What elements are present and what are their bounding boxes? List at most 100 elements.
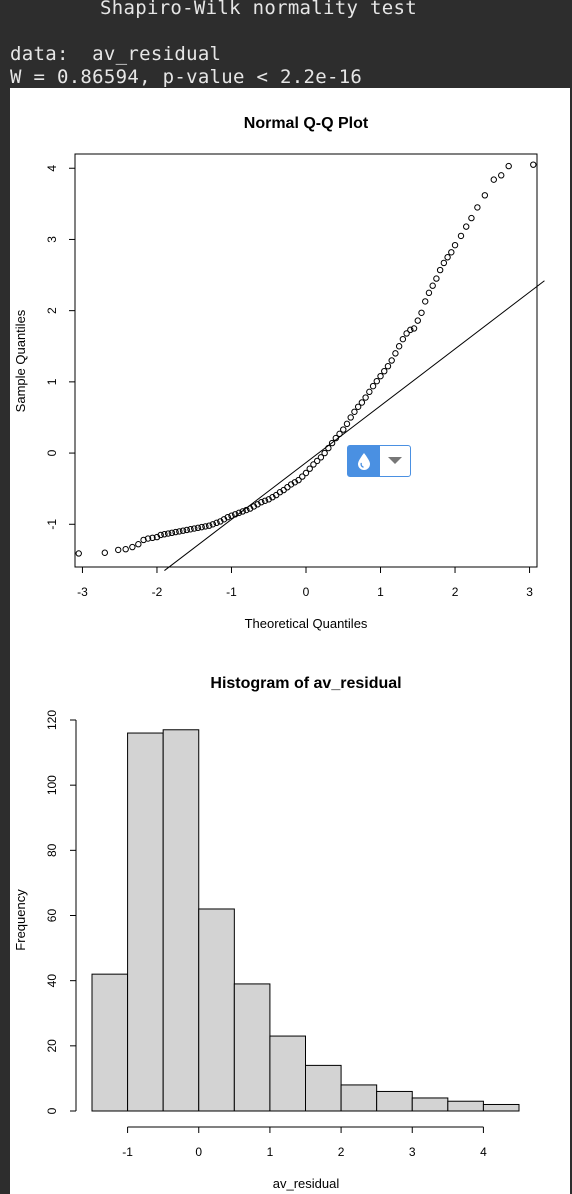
qq-point (444, 254, 451, 261)
qq-y-tick-label: 4 (45, 165, 59, 172)
qq-point (129, 543, 136, 551)
qq-point (115, 546, 122, 554)
hist-bar (376, 1090, 413, 1112)
qq-point (239, 508, 246, 515)
qq-point (75, 550, 82, 557)
qq-point (198, 523, 205, 531)
qq-point (321, 449, 328, 457)
qq-point (235, 509, 243, 517)
qq-point (457, 232, 465, 240)
qq-x-tick-label: -1 (226, 585, 237, 599)
qq-point (228, 512, 235, 519)
qq-point (351, 408, 358, 415)
hist-bar (162, 729, 200, 1112)
qq-x-tick-label: -3 (77, 585, 88, 599)
qq-point (187, 526, 194, 533)
hist-x-tick-label: 4 (480, 1145, 487, 1159)
qq-point (164, 530, 172, 537)
qq-point (388, 357, 395, 364)
hist-x-tick-label: 0 (195, 1145, 202, 1159)
qq-point (451, 241, 459, 249)
qq-point (373, 377, 380, 385)
qq-point (191, 525, 198, 532)
hist-x-tick-label: 2 (338, 1145, 345, 1159)
qq-point (440, 259, 448, 267)
qq-y-tick-label: 3 (45, 236, 59, 243)
qq-point (418, 309, 425, 316)
test-name: Shapiro-Wilk normality test (100, 0, 417, 19)
qq-point (313, 457, 321, 465)
qq-point (392, 350, 399, 357)
hist-y-tick-label: 40 (45, 974, 59, 988)
qq-point (354, 403, 362, 410)
qq-point (429, 282, 436, 289)
qq-point (295, 476, 302, 484)
qq-point (490, 176, 497, 183)
histogram: Histogram of av_residual av_residual Fre… (13, 675, 520, 1191)
qq-point (468, 214, 475, 222)
qq-point (306, 465, 313, 472)
hist-y-tick-label: 100 (45, 775, 59, 795)
hist-x-tick-label: 3 (409, 1145, 416, 1159)
qq-point (157, 531, 164, 539)
qq-point (530, 161, 537, 168)
color-picker-widget[interactable] (347, 445, 411, 477)
qq-plot-box (74, 153, 538, 568)
qq-point (176, 528, 183, 535)
qq-point (209, 521, 217, 528)
qq-point (261, 497, 269, 504)
qq-point (325, 444, 332, 452)
hist-x-tick-label: -1 (122, 1145, 133, 1159)
hist-x-tick-label: 1 (267, 1145, 274, 1159)
data-line: data: av_residual (10, 43, 222, 65)
qq-x-tick-label: 3 (526, 585, 533, 599)
qq-point (381, 367, 388, 375)
qq-point (384, 362, 392, 370)
qq-point (140, 536, 147, 544)
hist-bar (127, 732, 164, 1112)
qq-point (498, 172, 505, 179)
qq-point (505, 162, 512, 170)
qq-point (224, 513, 231, 521)
hist-y-tick-label: 120 (45, 710, 59, 730)
qq-point (168, 529, 176, 537)
qq-point (395, 343, 403, 350)
qq-point (205, 522, 213, 529)
qq-point (328, 439, 336, 447)
hist-title: Histogram of av_residual (210, 675, 401, 692)
qq-point (299, 473, 306, 480)
qq-point (340, 426, 347, 433)
qq-point (347, 414, 354, 421)
qq-point (403, 330, 410, 337)
qq-point (302, 469, 310, 477)
qq-point (310, 461, 317, 468)
qq-plot: Normal Q-Q Plot Theoretical Quantiles Sa… (13, 115, 545, 631)
console-output: Shapiro-Wilk normality test data: av_res… (10, 0, 570, 92)
qq-point (101, 549, 109, 556)
qq-point (135, 541, 142, 548)
qq-y-tick-label: 1 (45, 378, 59, 385)
droplet-icon[interactable] (348, 446, 380, 476)
caret-down-icon[interactable] (380, 446, 410, 476)
qq-point (317, 454, 325, 461)
qq-point (407, 326, 414, 334)
qq-point (161, 531, 168, 538)
qq-y-tick-label: -1 (45, 519, 59, 530)
qq-point (362, 394, 369, 401)
qq-point (284, 484, 291, 491)
hist-bar (482, 1103, 520, 1112)
qq-point (183, 526, 190, 534)
qq-point (366, 388, 373, 396)
hist-xlabel: av_residual (273, 1176, 340, 1191)
qq-point (422, 298, 429, 305)
hist-y-tick-label: 80 (45, 843, 59, 857)
qq-point (369, 382, 377, 390)
hist-bar (198, 908, 235, 1112)
hist-y-tick-label: 20 (45, 1039, 59, 1053)
qq-y-tick-label: 2 (45, 307, 59, 314)
qq-point (149, 534, 156, 542)
qq-point (377, 372, 384, 380)
hist-bar (340, 1084, 378, 1112)
hist-ylabel: Frequency (13, 889, 28, 951)
qq-point (144, 535, 152, 542)
